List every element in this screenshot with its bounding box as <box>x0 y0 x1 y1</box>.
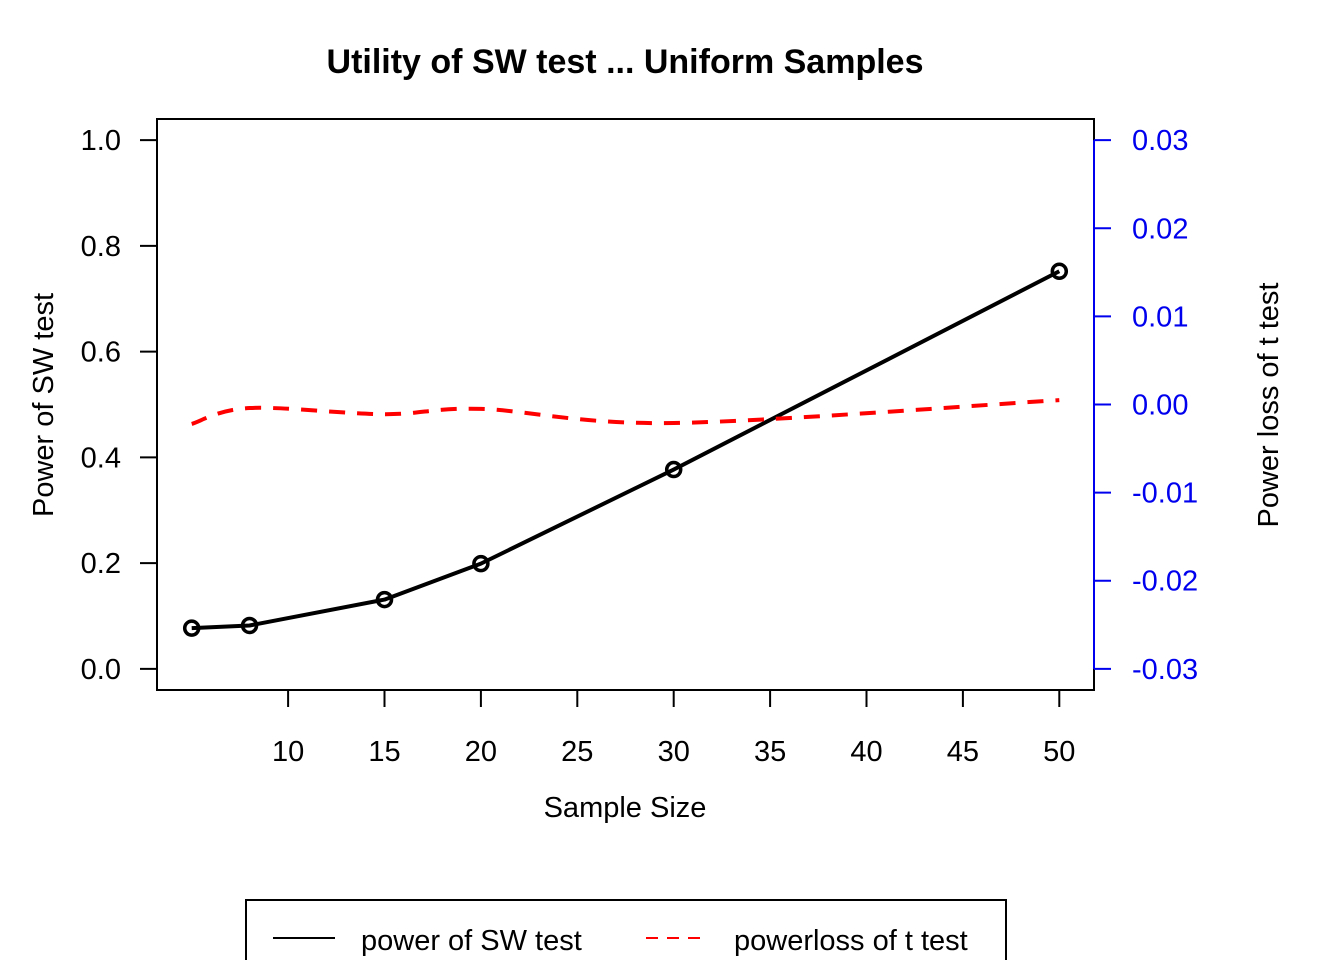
y-left-tick-label: 0.0 <box>81 654 121 686</box>
data-point <box>664 460 683 479</box>
y-left-tick-label: 0.8 <box>81 231 121 263</box>
x-tick-label: 45 <box>947 736 979 768</box>
data-point <box>1050 262 1069 281</box>
y-left-tick-label: 0.4 <box>81 442 121 474</box>
series-layer <box>182 262 1069 637</box>
y-right-tick-label: -0.01 <box>1132 478 1198 510</box>
x-tick-label: 15 <box>368 736 400 768</box>
x-axis-label: Sample Size <box>544 792 707 824</box>
y-right-tick-label: 0.00 <box>1132 390 1188 422</box>
data-point <box>240 616 259 635</box>
x-tick-label: 25 <box>561 736 593 768</box>
legend-label-t-powerloss: powerloss of t test <box>734 925 968 957</box>
y-right-tick-label: -0.03 <box>1132 654 1198 686</box>
x-axis: 10 15 20 25 30 35 40 45 50 <box>272 689 1075 768</box>
x-tick-label: 20 <box>465 736 497 768</box>
y-left-tick-label: 0.2 <box>81 548 121 580</box>
legend-label-sw-power: power of SW test <box>361 925 582 957</box>
y-right-tick-label: 0.01 <box>1132 301 1188 333</box>
data-point <box>182 619 201 637</box>
x-tick-label: 35 <box>754 736 786 768</box>
x-tick-label: 40 <box>850 736 882 768</box>
x-tick-label: 50 <box>1043 736 1075 768</box>
y-right-axis: -0.03 -0.02 -0.01 0.00 0.01 0.02 0.03 <box>1093 125 1198 686</box>
y-left-tick-label: 0.6 <box>81 337 121 369</box>
y-left-axis: 0.0 0.2 0.4 0.6 0.8 1.0 <box>81 125 158 686</box>
legend-box <box>245 899 1007 960</box>
legend: power of SW test powerloss of t test <box>245 899 1007 960</box>
plot-frame <box>156 118 1095 691</box>
y-right-tick-label: 0.03 <box>1132 125 1188 157</box>
y-right-axis-label: Power loss of t test <box>1253 283 1285 528</box>
y-left-tick-label: 1.0 <box>81 125 121 157</box>
y-right-tick-label: -0.02 <box>1132 566 1198 598</box>
series-line-t-powerloss <box>191 398 1060 426</box>
y-left-axis-label: Power of SW test <box>28 293 60 517</box>
x-tick-label: 30 <box>658 736 690 768</box>
data-point <box>375 590 394 609</box>
y-right-tick-label: 0.02 <box>1132 213 1188 245</box>
chart-title: Utility of SW test ... Uniform Samples <box>327 43 924 81</box>
data-point <box>472 554 490 573</box>
x-tick-label: 10 <box>272 736 304 768</box>
series-line-sw-power <box>191 269 1061 631</box>
